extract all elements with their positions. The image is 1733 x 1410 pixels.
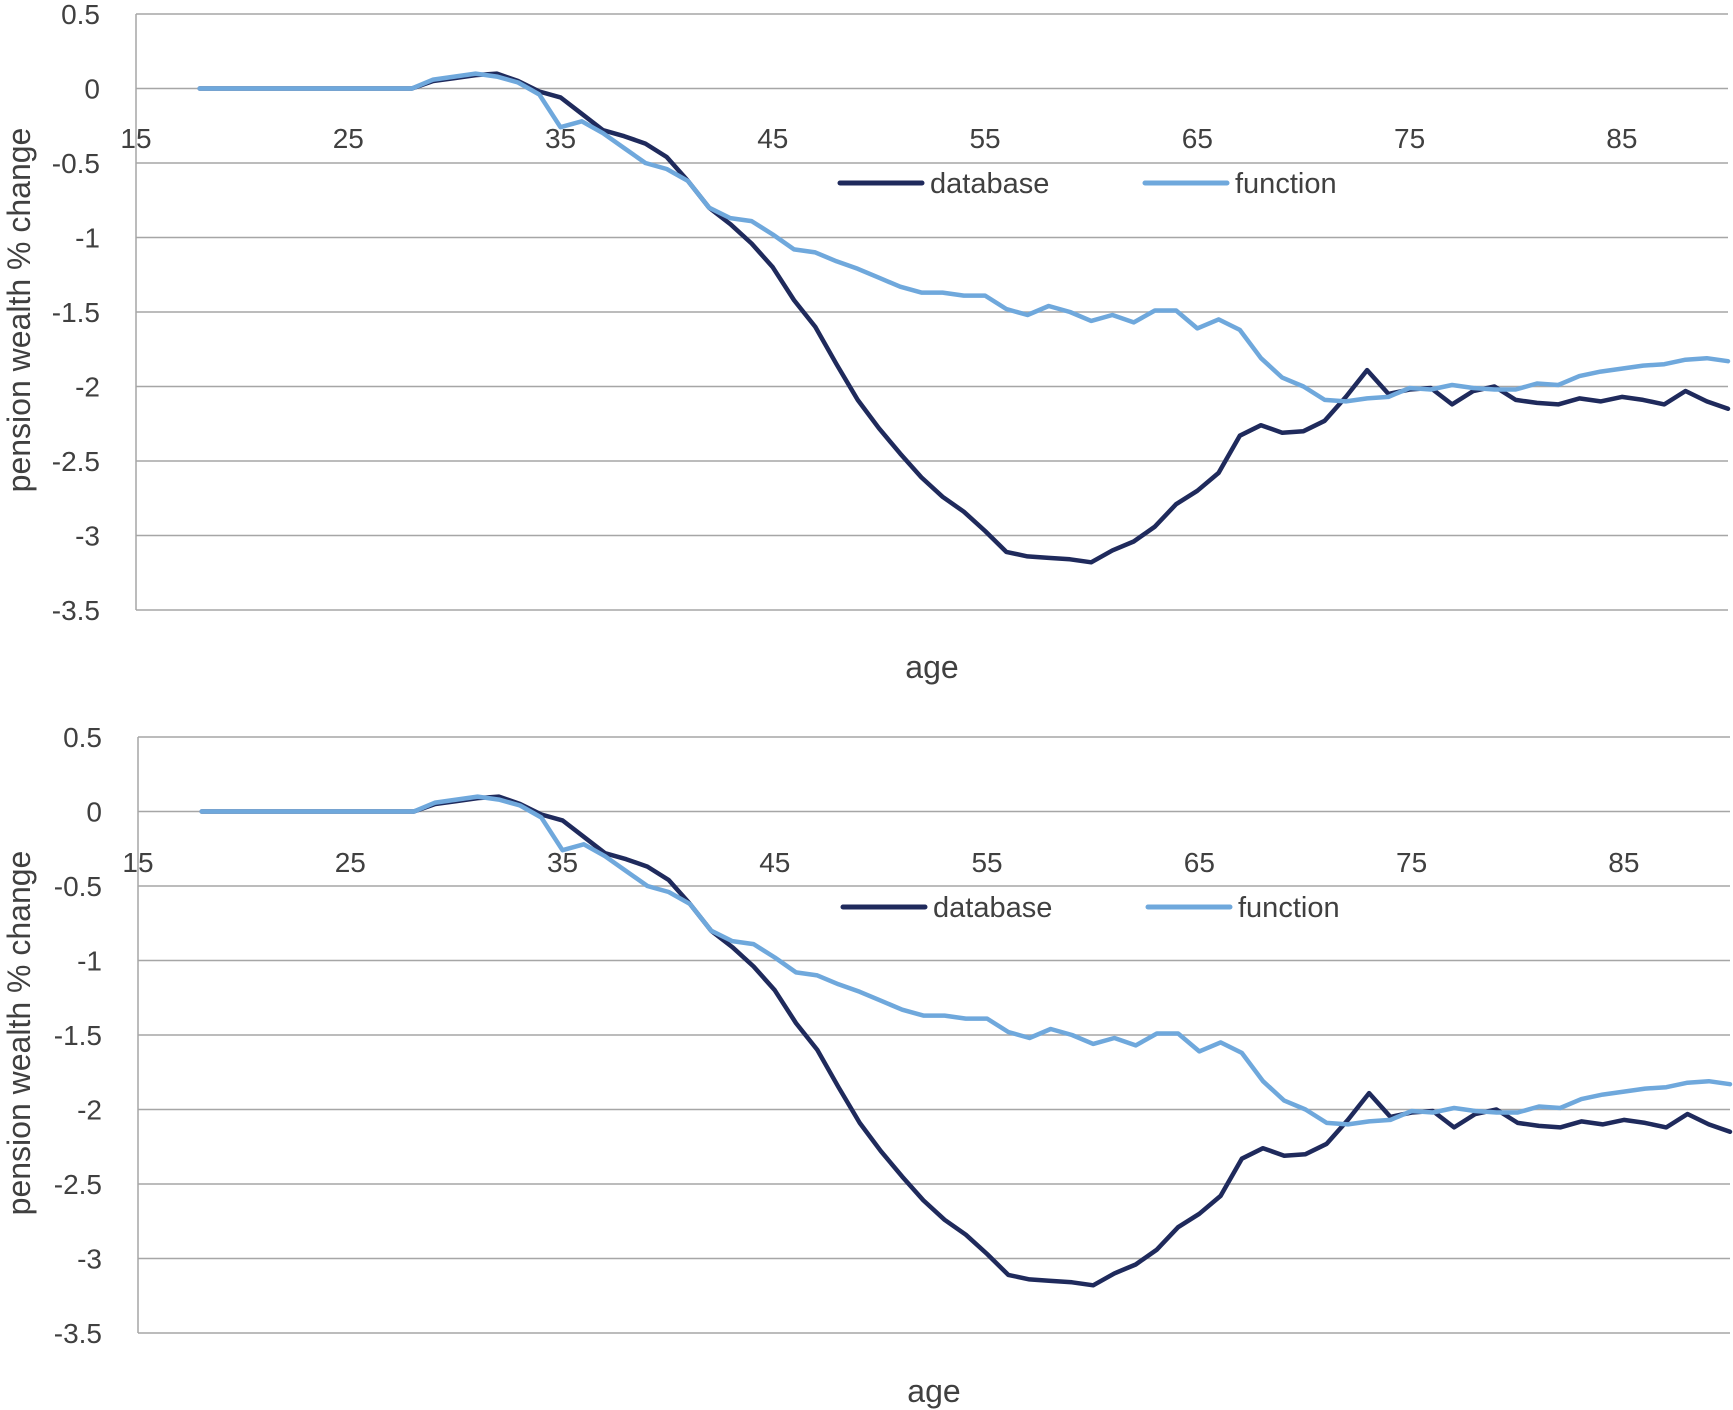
top-x-tick-label: 65 (1182, 123, 1213, 154)
bottom-x-axis-title: age (907, 1373, 960, 1409)
bottom-legend-label-database: database (933, 892, 1052, 924)
top-y-tick-label: -1.5 (52, 297, 100, 328)
top-y-tick-label: 0 (84, 74, 100, 105)
bottom-x-tick-label: 65 (1184, 847, 1215, 878)
top-x-tick-label: 45 (757, 123, 788, 154)
bottom-y-tick-label: 0 (86, 797, 102, 828)
bottom-series-database (199, 794, 1733, 1288)
bottom-y-tick-label: -1.5 (54, 1020, 102, 1051)
chart-top: 0.50-0.5-1-1.5-2-2.5-3-3.515 25 35 45 55 65 75… (1, 0, 1731, 685)
bottom-x-tick-label: 45 (759, 847, 790, 878)
top-x-tick-label: 25 (333, 123, 364, 154)
top-y-tick-label: -2.5 (52, 446, 100, 477)
top-x-tick-label: 15 (120, 123, 151, 154)
bottom-x-tick-label: 25 (335, 847, 366, 878)
bottom-x-tick-label: 85 (1608, 847, 1639, 878)
top-series-function (197, 71, 1731, 404)
top-y-axis-title: pension wealth % change (1, 128, 37, 493)
bottom-x-tick-label: 55 (971, 847, 1002, 878)
top-y-tick-label: -2 (75, 372, 100, 403)
top-x-tick-label: 85 (1606, 123, 1637, 154)
top-y-tick-label: -3.5 (52, 595, 100, 626)
bottom-y-tick-label: -0.5 (54, 871, 102, 902)
top-y-tick-label: -1 (75, 223, 100, 254)
top-y-tick-label: 0.5 (61, 0, 100, 30)
bottom-legend-label-function: function (1238, 892, 1340, 924)
bottom-series-function (199, 794, 1733, 1127)
bottom-y-axis-title: pension wealth % change (1, 851, 37, 1216)
top-series-database (197, 71, 1731, 565)
bottom-y-tick-label: -2 (77, 1095, 102, 1126)
bottom-y-tick-label: 0.5 (63, 722, 102, 753)
top-legend-label-function: function (1235, 168, 1337, 200)
top-legend-label-database: database (930, 168, 1049, 200)
bottom-y-tick-label: -3.5 (54, 1318, 102, 1349)
top-x-axis-title: age (905, 649, 958, 685)
bottom-y-tick-label: -2.5 (54, 1169, 102, 1200)
top-y-tick-label: -3 (75, 521, 100, 552)
bottom-y-tick-label: -3 (77, 1244, 102, 1275)
top-x-tick-label: 55 (969, 123, 1000, 154)
bottom-x-tick-label: 15 (122, 847, 153, 878)
chart-bottom: 0.50-0.5-1-1.5-2-2.5-3-3.515 25 35 45 55 65 75… (1, 722, 1733, 1409)
top-y-tick-label: -0.5 (52, 148, 100, 179)
bottom-y-tick-label: -1 (77, 946, 102, 977)
top-x-tick-label: 75 (1394, 123, 1425, 154)
bottom-x-tick-label: 75 (1396, 847, 1427, 878)
